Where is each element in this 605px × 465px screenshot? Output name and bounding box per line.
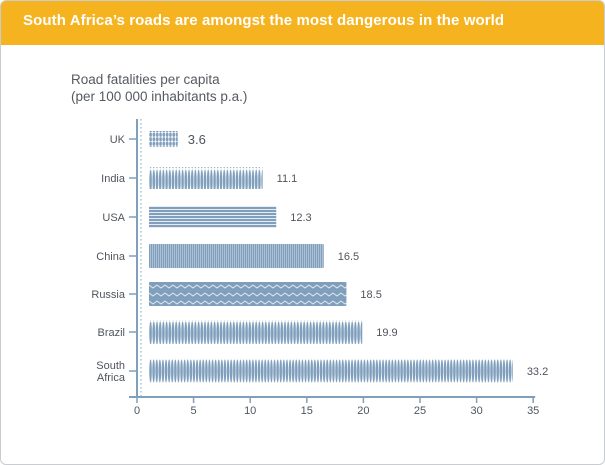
value-label-uk: 3.6: [188, 132, 206, 147]
x-tick-label: 15: [301, 405, 313, 417]
category-label-south-africa: South: [96, 360, 125, 372]
value-label-china: 16.5: [338, 251, 359, 263]
bar-brazil: [149, 320, 363, 344]
bar-russia: [149, 282, 347, 306]
bar-china: [149, 244, 324, 268]
category-label-brazil: Brazil: [97, 327, 125, 339]
bar-india: [149, 167, 263, 189]
x-tick-label: 20: [357, 405, 369, 417]
value-label-usa: 12.3: [290, 212, 311, 224]
category-label-usa: USA: [102, 212, 125, 224]
bar-south-africa: [149, 359, 513, 383]
category-label-south-africa: Africa: [97, 372, 126, 384]
bar-uk: [149, 131, 178, 147]
category-label-uk: UK: [110, 134, 126, 146]
x-tick-label: 0: [134, 405, 140, 417]
chart-subtitle: (per 100 000 inhabitants p.a.): [71, 89, 248, 104]
category-label-china: China: [96, 251, 126, 263]
chart-title: Road fatalities per capita: [71, 72, 220, 87]
x-tick-label: 10: [244, 405, 256, 417]
x-tick-label: 5: [191, 405, 197, 417]
page-title: South Africa’s roads are amongst the mos…: [23, 12, 505, 29]
category-label-india: India: [101, 173, 126, 185]
value-label-russia: 18.5: [360, 289, 381, 301]
category-label-russia: Russia: [91, 289, 126, 301]
x-tick-label: 35: [527, 405, 539, 417]
x-tick-label: 25: [414, 405, 426, 417]
x-tick-label: 30: [470, 405, 482, 417]
header-banner: South Africa’s roads are amongst the mos…: [1, 1, 604, 45]
bar-usa: [149, 206, 277, 228]
value-label-india: 11.1: [277, 173, 298, 185]
value-label-south-africa: 33.2: [527, 366, 548, 378]
value-label-brazil: 19.9: [376, 327, 397, 339]
